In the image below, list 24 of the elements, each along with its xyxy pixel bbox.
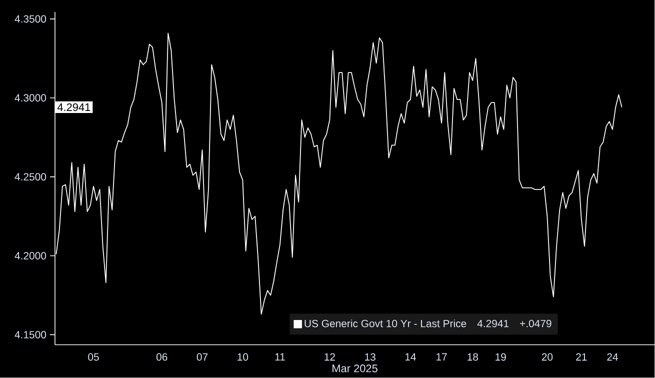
y-tick-label: 4.1500 — [14, 331, 46, 338]
x-tick-label: 21 — [576, 353, 587, 361]
x-tick-label: 06 — [156, 353, 168, 361]
x-tick-label: 13 — [365, 353, 376, 361]
x-tick-label: 18 — [468, 353, 478, 361]
annotation: +.0479 — [520, 320, 552, 328]
legend-label: US Generic Govt 10 Yr - Last Price — [304, 320, 466, 328]
annotation: 4.2941 — [477, 320, 509, 328]
x-tick-label: 05 — [88, 353, 99, 361]
x-tick-label: 20 — [542, 353, 553, 361]
x-tick-label: 07 — [196, 353, 208, 361]
y-tick-label: 4.3000 — [14, 94, 46, 102]
x-tick-label: 19 — [496, 353, 506, 361]
y-tick-label: 4.3500 — [14, 15, 46, 23]
x-tick-label: 17 — [436, 353, 447, 361]
y-tick-label: 4.2000 — [14, 252, 46, 260]
x-tick-label: 12 — [324, 353, 335, 361]
x-tick-label: 24 — [607, 353, 618, 361]
x-axis-title: Mar 2025 — [332, 364, 378, 372]
x-tick-label: 11 — [275, 353, 285, 361]
y-tick-label: 4.2500 — [14, 173, 46, 181]
annotation: 4.2941 — [57, 103, 90, 112]
x-tick-label: 14 — [405, 353, 416, 361]
x-tick-label: 10 — [238, 353, 248, 361]
